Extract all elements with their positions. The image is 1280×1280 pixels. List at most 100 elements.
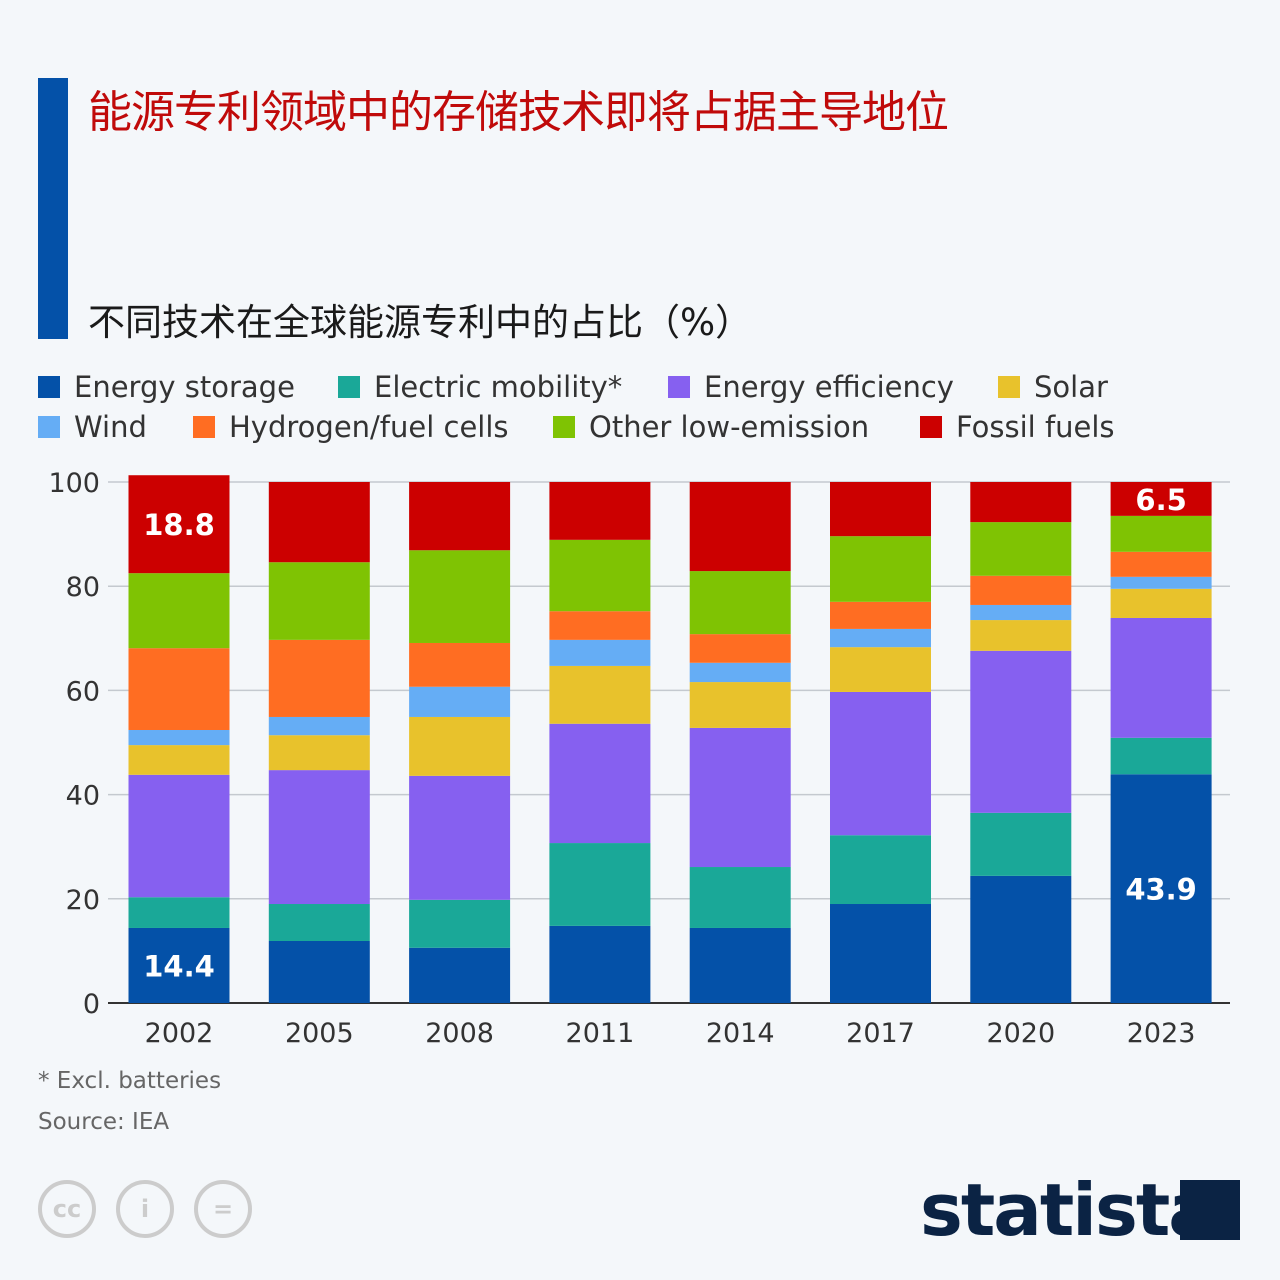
legend-swatch (338, 376, 360, 398)
y-tick-label: 20 (66, 885, 100, 916)
bar-segment (1110, 737, 1212, 775)
bar-segment (1110, 576, 1212, 589)
bar-segment (689, 727, 791, 868)
legend-item: Energy efficiency (668, 370, 954, 404)
x-tick-label: 2023 (1127, 1018, 1196, 1049)
legend-swatch (193, 416, 215, 438)
bar-segment (970, 650, 1072, 813)
legend-label: Solar (1034, 370, 1108, 404)
legend-swatch (38, 416, 60, 438)
statista-logo-icon (1180, 1180, 1240, 1240)
legend-label: Other low-emission (589, 410, 870, 444)
bar-segment (830, 835, 931, 905)
source: Source: IEA (38, 1109, 170, 1135)
legend-swatch (553, 416, 575, 438)
y-tick-label: 40 (66, 781, 100, 812)
data-label: 14.4 (143, 949, 215, 983)
bar-segment (1110, 515, 1212, 552)
bar-segment (549, 723, 651, 844)
bar-segment (549, 925, 651, 1003)
legend-swatch (998, 376, 1020, 398)
bar-segment (549, 665, 651, 724)
footnote: * Excl. batteries (38, 1068, 222, 1094)
bar-segment (409, 899, 511, 948)
bar-segment (128, 729, 230, 746)
legend-item: Hydrogen/fuel cells (193, 410, 509, 444)
bar-segment (549, 539, 651, 612)
legend-label: Energy efficiency (704, 370, 954, 404)
bar-segment (689, 927, 791, 1003)
x-tick-label: 2002 (145, 1018, 214, 1049)
bar-segment (970, 482, 1072, 523)
bar-segment (549, 639, 651, 666)
bar-segment (128, 745, 230, 775)
bar-segment (970, 812, 1072, 876)
bar-segment (1110, 774, 1212, 1003)
legend-item: Fossil fuels (920, 410, 1115, 444)
chart-subtitle: 不同技术在全球能源专利中的占比（%） (88, 301, 753, 344)
bar-segment (970, 575, 1072, 605)
y-tick-label: 0 (83, 989, 100, 1020)
bar-segment (409, 775, 511, 900)
bar-segment (128, 774, 230, 898)
legend-label: Hydrogen/fuel cells (229, 410, 509, 444)
bar-segment (1110, 617, 1212, 738)
legend-item: Energy storage (38, 370, 295, 404)
cc-icon: cc (38, 1180, 96, 1238)
legend-item: Electric mobility* (338, 370, 622, 404)
bar-segment (1110, 588, 1212, 618)
x-tick-label: 2017 (846, 1018, 915, 1049)
data-label: 6.5 (1135, 483, 1186, 517)
bar-segment (268, 904, 370, 942)
title-accent-bar (38, 78, 68, 339)
bar-segment (409, 686, 511, 717)
y-tick-label: 80 (66, 572, 100, 603)
no-derivatives-icon: = (194, 1180, 252, 1238)
bar-segment (409, 642, 511, 687)
bar-segment (830, 628, 931, 648)
bar-segment (689, 571, 791, 635)
bar-segment (549, 482, 651, 540)
bar-segment (830, 691, 931, 836)
bar-segment (268, 735, 370, 771)
bar-segment (268, 562, 370, 640)
bar-segment (268, 639, 370, 717)
legend-item: Other low-emission (553, 410, 869, 444)
legend-label: Electric mobility* (374, 370, 623, 404)
bar-segment (830, 482, 931, 537)
bar-segment (830, 601, 931, 629)
x-tick-label: 2005 (285, 1018, 354, 1049)
bar-segment (830, 904, 931, 1003)
x-tick-label: 2008 (425, 1018, 494, 1049)
bar-segment (689, 682, 791, 728)
bar-segment (830, 536, 931, 602)
bar-segment (409, 550, 511, 643)
bar-segment (689, 482, 791, 572)
bar-segment (689, 867, 791, 928)
bar-segment (549, 843, 651, 926)
x-tick-label: 2014 (706, 1018, 775, 1049)
bar-segment (268, 482, 370, 563)
y-tick-label: 60 (66, 676, 100, 707)
legend-swatch (668, 376, 690, 398)
bar-segment (830, 647, 931, 692)
bar-segment (409, 482, 511, 551)
bar-segment (268, 770, 370, 905)
x-tick-label: 2011 (566, 1018, 635, 1049)
bar-segment (268, 941, 370, 1003)
bar-segment (970, 522, 1072, 576)
bar-segment (409, 716, 511, 776)
bar-segment (128, 648, 230, 730)
legend-label: Wind (74, 410, 147, 444)
data-label: 43.9 (1125, 873, 1197, 907)
legend-item: Solar (998, 370, 1108, 404)
chart-title: 能源专利领域中的存储技术即将占据主导地位 (88, 87, 949, 138)
x-tick-label: 2020 (986, 1018, 1055, 1049)
legend-label: Fossil fuels (956, 410, 1115, 444)
y-tick-label: 100 (48, 468, 100, 499)
bar-segment (970, 620, 1072, 651)
bar-segment (128, 927, 230, 1003)
bar-segment (268, 716, 370, 736)
bar-segment (409, 947, 511, 1003)
